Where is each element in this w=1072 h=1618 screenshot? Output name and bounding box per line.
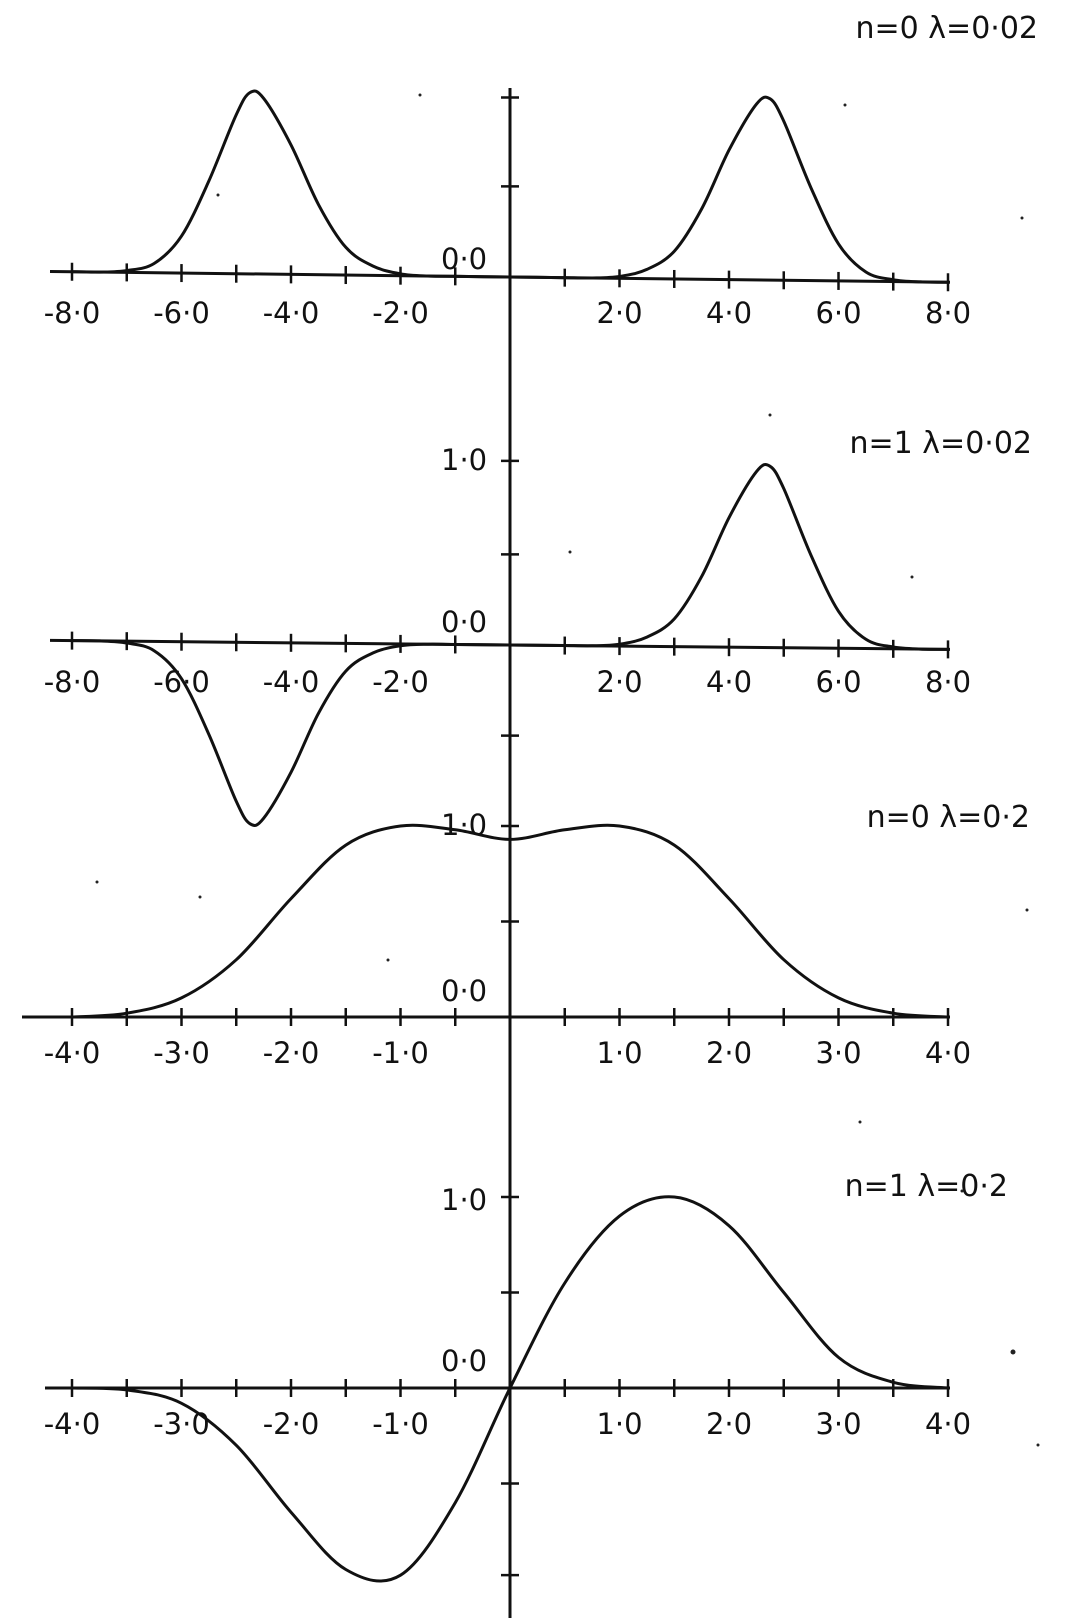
scan-speck: [768, 413, 772, 417]
x-tick-label: 2·0: [706, 1407, 752, 1441]
x-tick-label: 2·0: [706, 1036, 752, 1070]
x-tick-label: -2·0: [372, 665, 429, 699]
x-tick-label: 8·0: [925, 665, 971, 699]
scan-speck: [95, 880, 99, 884]
scan-specks: [95, 93, 1040, 1447]
x-tick-label: 6·0: [815, 296, 861, 330]
x-tick-label: -1·0: [372, 1036, 429, 1070]
x-tick-label: 4·0: [925, 1407, 971, 1441]
panel-title: n=1 λ=0·2: [845, 1169, 1008, 1204]
y-tick-label: 0·0: [441, 1344, 487, 1378]
x-tick-label: -4·0: [263, 296, 320, 330]
x-tick-label: 3·0: [815, 1036, 861, 1070]
panel-title: n=1 λ=0·02: [850, 426, 1032, 461]
x-tick-label: -4·0: [263, 665, 320, 699]
scan-speck: [418, 93, 422, 97]
x-tick-label: 4·0: [706, 665, 752, 699]
chart-panel-4: -4·0 -3·0 -2·0 -1·0 1·0 2·0 3·0 4·0 1·0 0·0 n=1 λ=…: [44, 1169, 1008, 1583]
panel-title: n=0 λ=0·02: [856, 11, 1038, 46]
scan-speck: [1020, 216, 1024, 220]
scan-speck: [910, 575, 914, 579]
x-tick-label: -2·0: [263, 1407, 320, 1441]
series-line: [71, 1195, 949, 1583]
x-tick-label: -8·0: [44, 296, 101, 330]
scan-speck: [1036, 1443, 1040, 1447]
x-tick-label: 3·0: [815, 1407, 861, 1441]
scan-speck: [1010, 1349, 1016, 1355]
x-tick-label: 1·0: [596, 1036, 642, 1070]
panels-group: -8·0 -6·0 -4·0 -2·0 2·0 4·0 6·0 8·0 0·0 n=0 λ=0·0…: [22, 11, 1038, 1583]
y-tick-label: 0·0: [441, 605, 487, 639]
y-tick-label: 0·0: [441, 242, 487, 276]
scan-speck: [386, 958, 390, 962]
scan-speck: [198, 895, 202, 899]
chart-panel-3: -4·0 -3·0 -2·0 -1·0 1·0 2·0 3·0 4·0 1·0 0·0 n=0 λ=…: [22, 800, 1030, 1070]
x-tick-label: -8·0: [44, 665, 101, 699]
chart-panel-1: -8·0 -6·0 -4·0 -2·0 2·0 4·0 6·0 8·0 0·0 n=0 λ=0·0…: [44, 11, 1038, 330]
scan-speck: [843, 103, 847, 107]
y-tick-label: 1·0: [441, 1183, 487, 1217]
x-tick-label: -2·0: [263, 1036, 320, 1070]
series-line: [71, 89, 949, 284]
x-tick-label: -3·0: [153, 1036, 210, 1070]
x-tick-label: 6·0: [815, 665, 861, 699]
x-tick-label: -6·0: [153, 296, 210, 330]
chart-panel-2: -8·0 -6·0 -4·0 -2·0 2·0 4·0 6·0 8·0 1·0 0·0 n=1 λ=…: [44, 426, 1032, 827]
series-line: [71, 823, 949, 1019]
scan-speck: [1025, 908, 1029, 912]
series-line: [71, 463, 949, 827]
x-tick-label: -4·0: [44, 1407, 101, 1441]
x-tick-label: 4·0: [706, 296, 752, 330]
y-tick-label: 1·0: [441, 808, 487, 842]
x-tick-label: -6·0: [153, 665, 210, 699]
x-tick-label: 4·0: [925, 1036, 971, 1070]
x-tick-label: 2·0: [596, 296, 642, 330]
scan-speck: [858, 1120, 862, 1124]
x-tick-label: 2·0: [596, 665, 642, 699]
x-tick-label: -4·0: [44, 1036, 101, 1070]
x-tick-label: 8·0: [925, 296, 971, 330]
y-tick-label: 0·0: [441, 974, 487, 1008]
panel-title: n=0 λ=0·2: [867, 800, 1030, 835]
x-tick-label: 1·0: [596, 1407, 642, 1441]
y-tick-label: 1·0: [441, 443, 487, 477]
scan-speck: [568, 550, 572, 554]
x-tick-label: -1·0: [372, 1407, 429, 1441]
x-tick-label: -3·0: [153, 1407, 210, 1441]
scan-speck: [216, 193, 220, 197]
x-tick-label: -2·0: [372, 296, 429, 330]
scan-speck: [960, 1189, 964, 1193]
